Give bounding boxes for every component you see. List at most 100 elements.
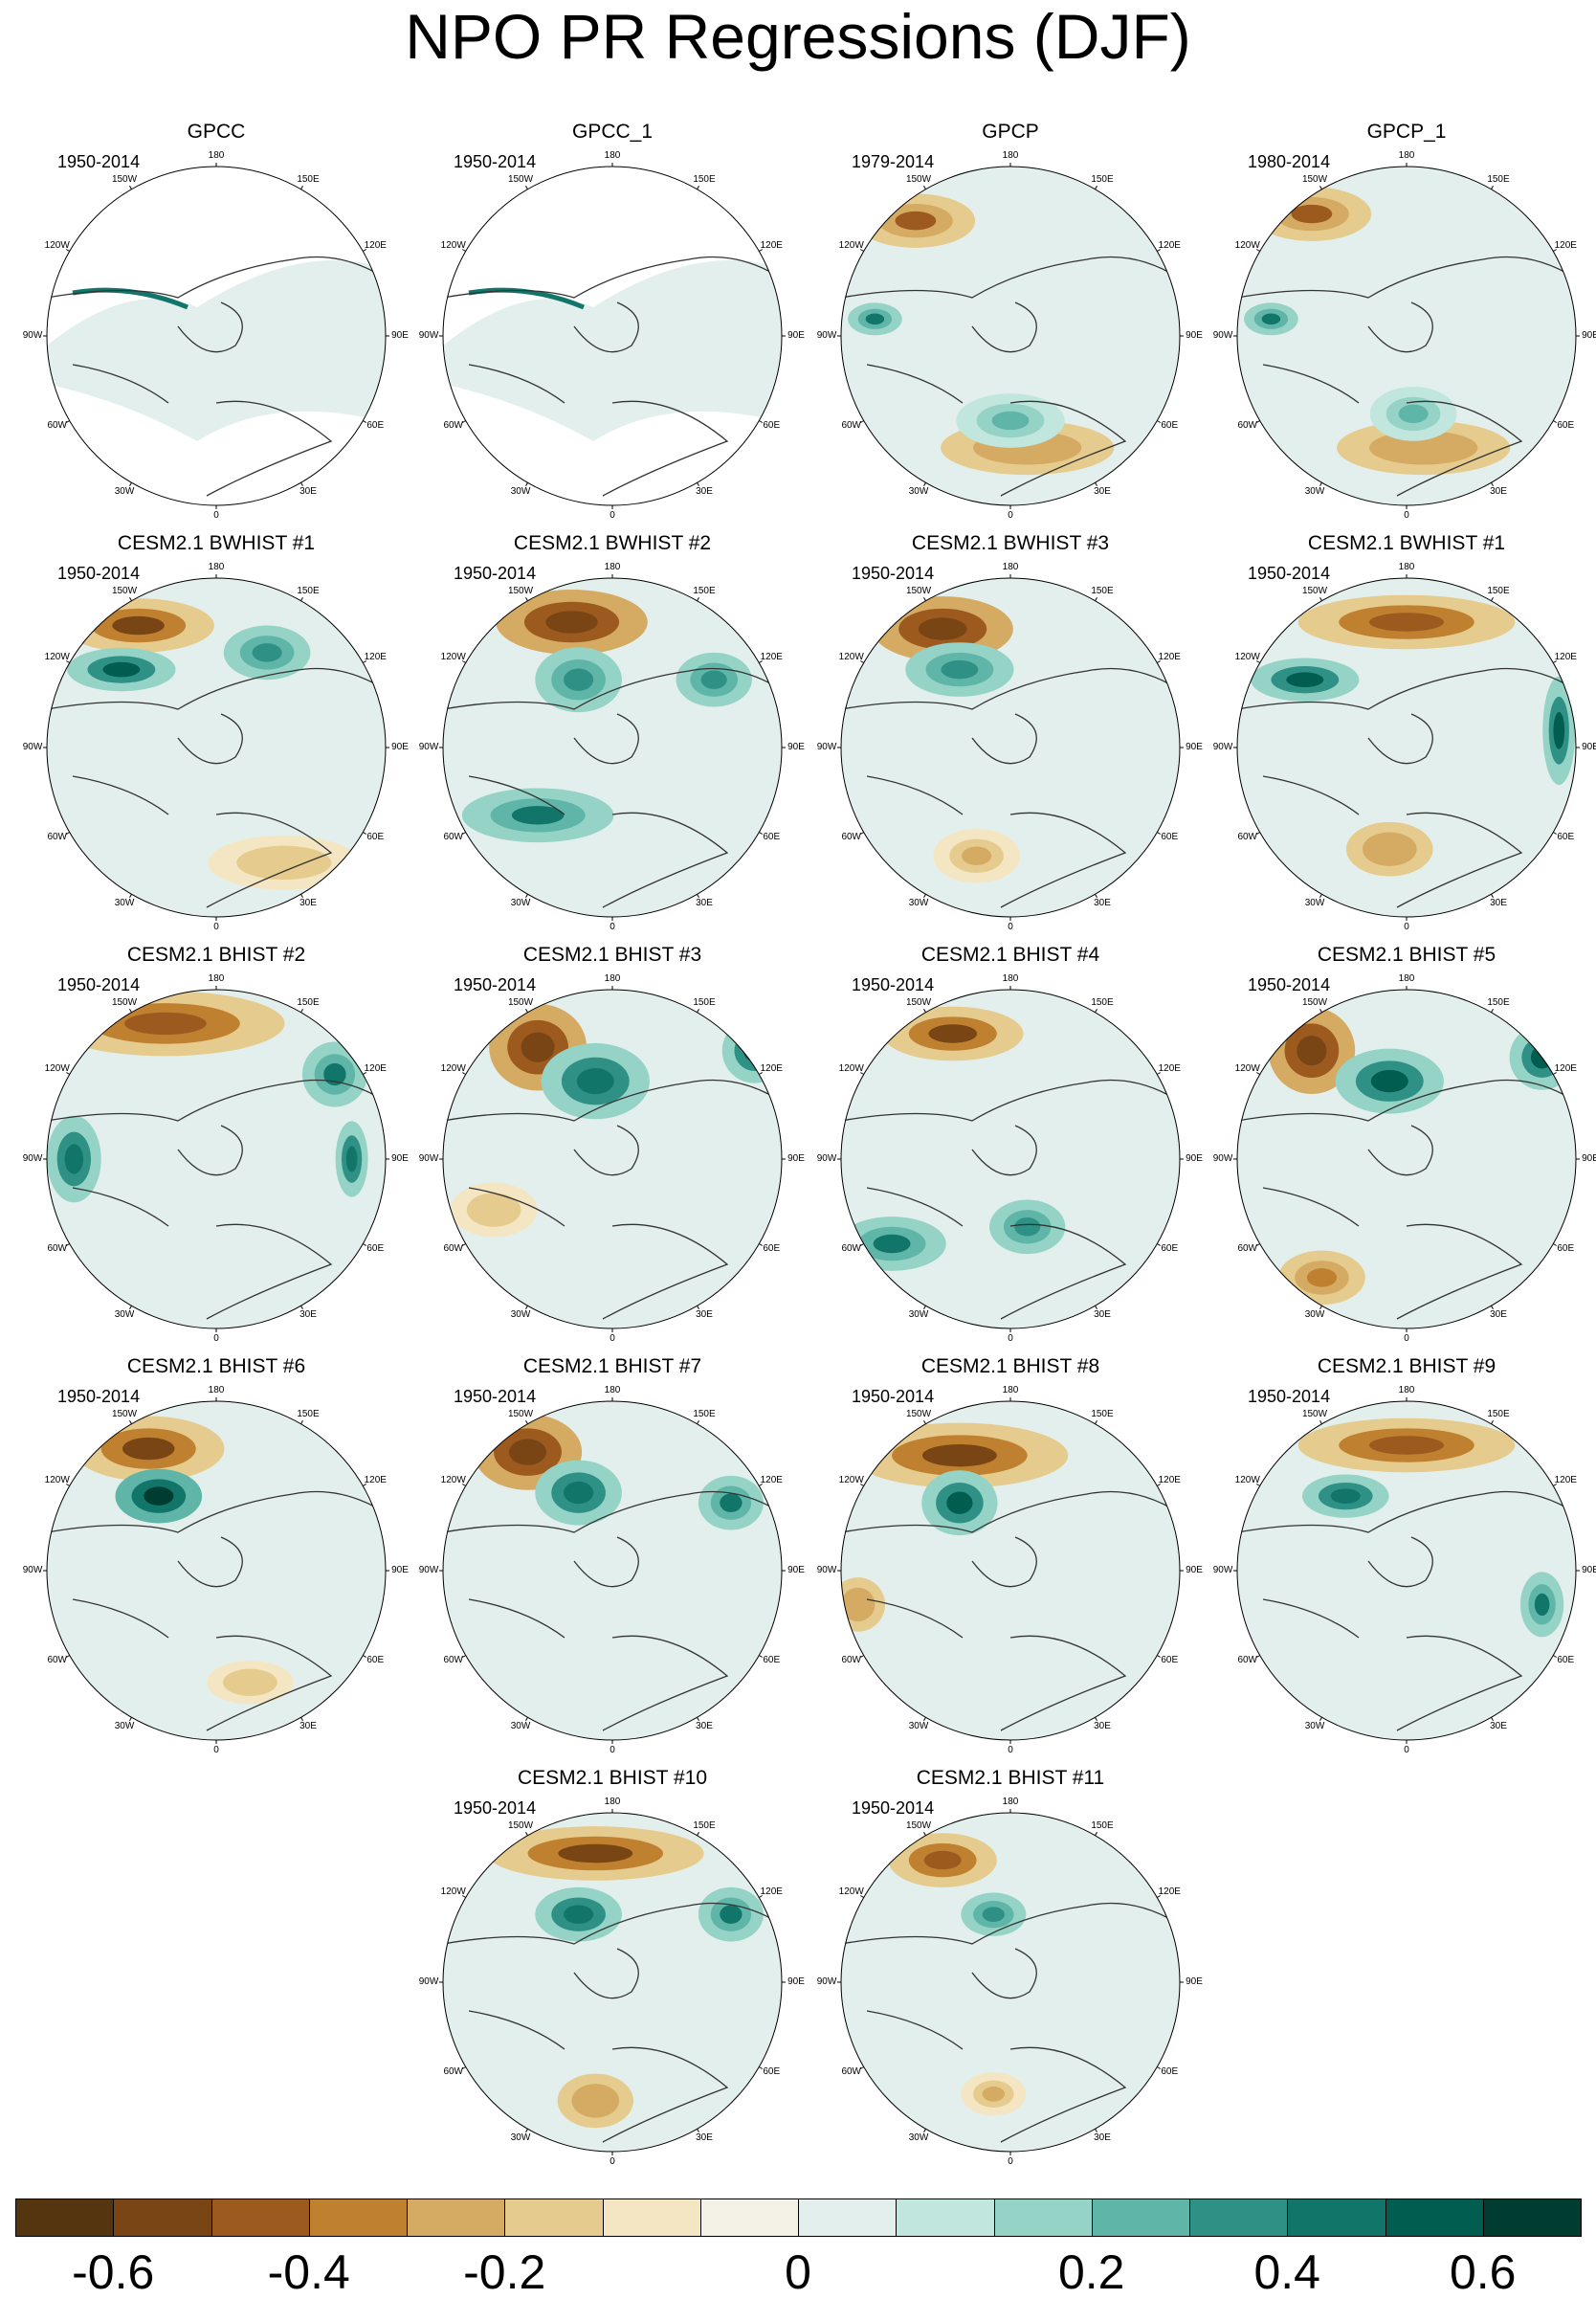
map-panel: GPCC_1 1950-2014 180 150E 120E 90E 60E 30E 0 30W 6… [419, 121, 805, 523]
panel-period: 1979-2014 [852, 152, 935, 171]
meridian-tick [859, 660, 864, 663]
precip-anomaly [865, 313, 885, 325]
meridian-tick [697, 482, 699, 487]
precip-anomaly [1393, 438, 1453, 458]
precip-anomaly [545, 611, 598, 634]
meridian-label: 120E [364, 652, 387, 662]
meridian-tick [759, 420, 764, 423]
meridian-label: 90E [391, 742, 409, 752]
colorbar [15, 2199, 1582, 2237]
precip-anomaly [122, 1437, 175, 1461]
meridian-label: 120W [44, 1063, 70, 1074]
meridian-tick [1157, 1895, 1162, 1898]
meridian-label: 120E [760, 240, 783, 251]
meridian-label: 0 [610, 1745, 615, 1755]
meridian-label: 0 [213, 1745, 219, 1755]
meridian-label: 120E [364, 1475, 387, 1485]
meridian-label: 150E [297, 997, 320, 1009]
panel-title: CESM2.1 BWHIST #3 [911, 532, 1110, 554]
meridian-label: 30W [114, 897, 135, 908]
meridian-tick [1553, 420, 1558, 423]
meridian-label: 120W [1234, 1063, 1260, 1074]
polar-map [439, 1809, 786, 2155]
meridian-label: 90E [1582, 742, 1596, 752]
precip-anomaly [257, 853, 311, 873]
meridian-tick [363, 1484, 367, 1486]
panel-title: CESM2.1 BWHIST #1 [1307, 532, 1506, 554]
meridian-label: 30W [114, 485, 135, 497]
panel-period: 1950-2014 [454, 564, 537, 583]
colorbar-swatch [1482, 2199, 1582, 2237]
meridian-tick [1255, 249, 1260, 252]
coastline [841, 1079, 1180, 1320]
meridian-tick [525, 185, 528, 190]
meridian-label: 60W [841, 832, 861, 842]
precip-anomaly [102, 661, 141, 678]
precip-anomaly [921, 1443, 997, 1467]
meridian-label: 150W [1301, 1409, 1328, 1420]
meridian-tick [859, 1655, 864, 1658]
meridian-tick [1157, 1655, 1162, 1658]
meridian-label: 120W [838, 1063, 864, 1074]
precip-anomaly [345, 1146, 358, 1172]
coastline [841, 1902, 1180, 2143]
precip-anomaly [700, 670, 727, 689]
meridian-label: 60E [1161, 2066, 1179, 2077]
meridian-tick [363, 1072, 367, 1075]
meridian-tick [1491, 894, 1494, 899]
polar-map [439, 986, 786, 1332]
panel-period: 1950-2014 [852, 564, 935, 583]
meridian-label: 90W [1212, 1565, 1233, 1575]
meridian-label: 150E [1487, 997, 1510, 1009]
meridian-label: 90W [418, 1976, 439, 1987]
meridian-tick [1095, 1306, 1097, 1310]
colorbar-swatch [896, 2199, 995, 2237]
meridian-tick [525, 482, 528, 487]
precip-anomaly [64, 1144, 84, 1174]
meridian-tick [1553, 1484, 1558, 1486]
meridian-tick [461, 1895, 466, 1898]
meridian-label: 90W [22, 742, 43, 752]
precip-anomaly [720, 1905, 743, 1924]
meridian-label: 180 [604, 973, 621, 984]
meridian-label: 120E [760, 1475, 783, 1485]
meridian-label: 0 [1008, 1333, 1013, 1344]
meridian-label: 60W [47, 420, 67, 431]
data-coverage [47, 260, 386, 441]
precip-anomaly [509, 1439, 546, 1465]
meridian-label: 120E [364, 1063, 387, 1074]
colorbar-swatch [1385, 2199, 1484, 2237]
meridian-label: 90E [391, 1153, 409, 1164]
meridian-label: 120W [838, 1475, 864, 1485]
coastline [47, 256, 386, 497]
precip-anomaly [1398, 404, 1429, 424]
precip-anomaly [946, 1491, 973, 1514]
panel-title: GPCC_1 [571, 121, 654, 143]
meridian-label: 90E [787, 1565, 805, 1575]
meridian-label: 150W [905, 586, 932, 597]
meridian-label: 90W [816, 1976, 837, 1987]
meridian-label: 150W [111, 1409, 138, 1420]
meridian-label: 120W [838, 652, 864, 662]
meridian-tick [923, 1831, 926, 1836]
colorbar-label: -0.6 [72, 2245, 155, 2299]
meridian-label: 150W [905, 1820, 932, 1832]
precip-anomaly [1291, 204, 1333, 224]
coastline [443, 667, 782, 908]
meridian-label: 30E [696, 1720, 713, 1731]
meridian-label: 150E [1091, 997, 1114, 1009]
meridian-label: 30E [299, 1308, 317, 1320]
meridian-tick [1553, 832, 1558, 835]
meridian-label: 150E [1487, 1409, 1510, 1420]
meridian-label: 180 [604, 1385, 621, 1395]
panel-title: CESM2.1 BHIST #11 [916, 1767, 1105, 1789]
meridian-label: 150E [693, 997, 716, 1009]
colorbar-swatch [211, 2199, 310, 2237]
meridian-tick [461, 832, 466, 835]
meridian-tick [525, 1008, 528, 1013]
meridian-tick [363, 1655, 367, 1658]
meridian-label: 60W [443, 1655, 463, 1665]
meridian-tick [363, 420, 367, 423]
precip-anomaly [848, 1595, 868, 1615]
meridian-label: 60W [47, 832, 67, 842]
